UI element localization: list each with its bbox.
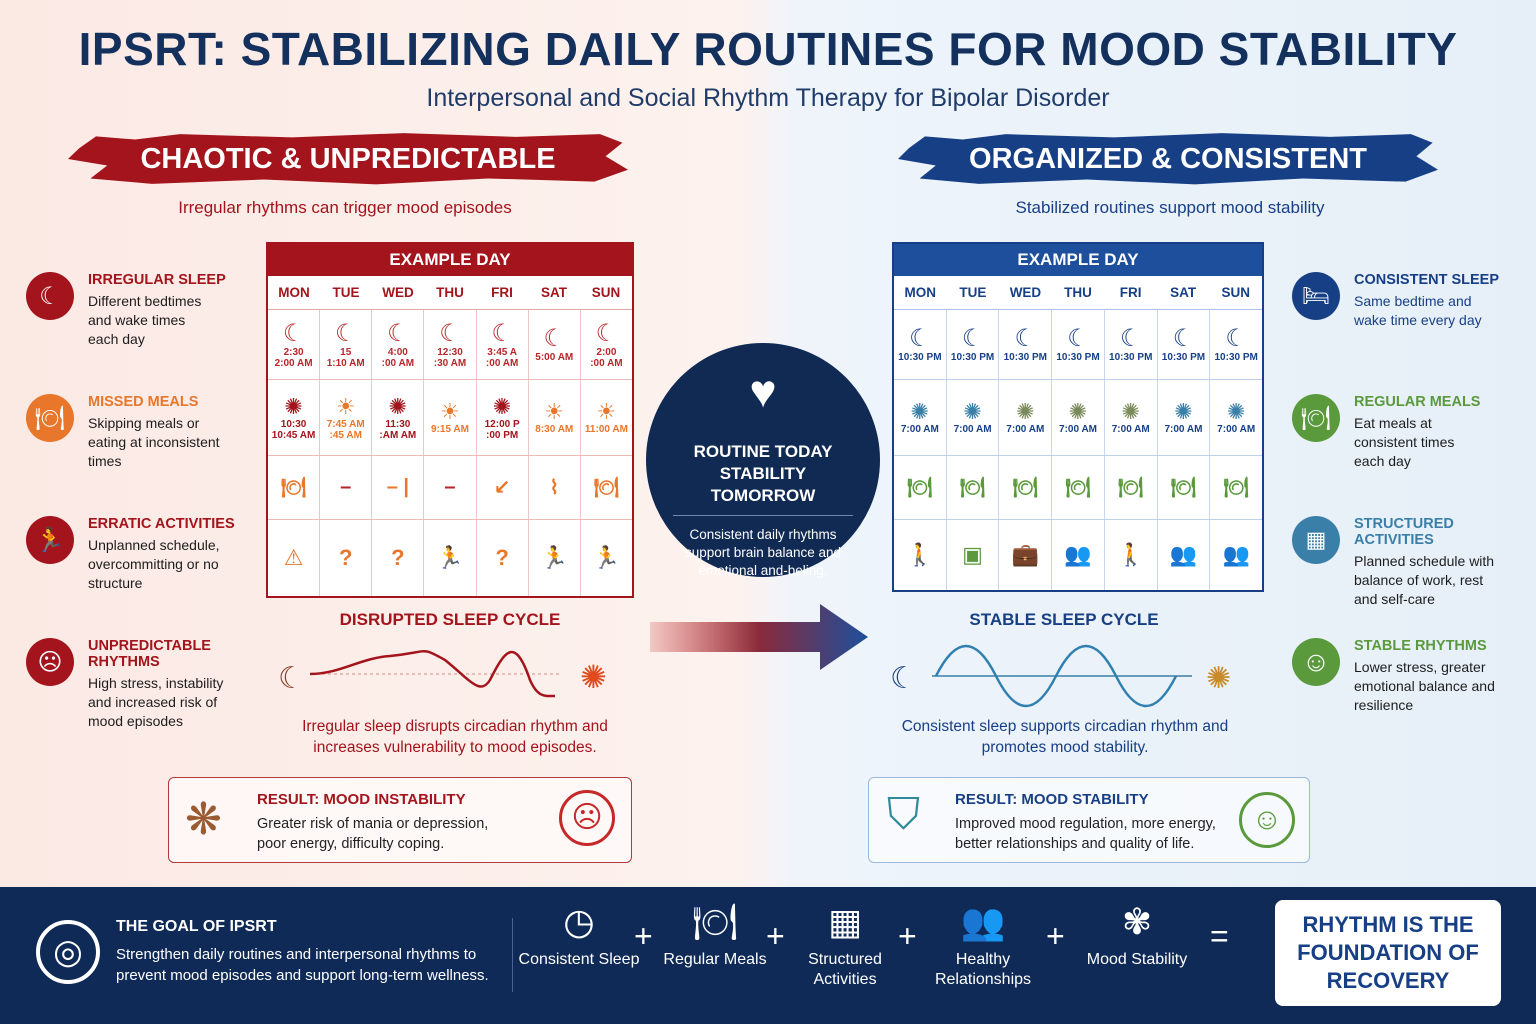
sad-face-icon: ☹ bbox=[559, 790, 615, 846]
transition-arrow bbox=[650, 604, 868, 670]
smiley-icon: ☺ bbox=[1292, 638, 1340, 686]
consistent-sleep-item: 🛏 CONSISTENT SLEEP Same bedtime and wake … bbox=[1292, 272, 1522, 330]
sleep-row: ☾ 2:30 2:00 AM ☾ 15 1:10 AM ☾ 4:00 :00 AM ☾… bbox=[268, 310, 632, 380]
center-circle: ♥ ROUTINE TODAY STABILITY TOMORROW Consi… bbox=[646, 343, 880, 578]
disrupted-note: Irregular sleep disrupts circadian rhyth… bbox=[302, 718, 608, 756]
plus-sign: + bbox=[634, 918, 653, 954]
chaotic-banner: CHAOTIC & UNPREDICTABLE bbox=[68, 133, 628, 185]
consistent-calendar: EXAMPLE DAY MON TUE WED THU FRI SAT SUN ☾ 10:30… bbox=[892, 242, 1264, 592]
calendar-days: MON TUE WED THU FRI SAT SUN bbox=[268, 276, 632, 310]
footer-structured-activities: ▦ Structured Activities bbox=[780, 900, 910, 990]
calendar-title: EXAMPLE DAY bbox=[894, 244, 1262, 276]
wake-row: ✺ 7:00 AM ✺ 7:00 AM ✺ 7:00 AM ✺ 7:00 AM ✺ 7:0… bbox=[894, 380, 1262, 456]
target-icon: ◎ bbox=[36, 920, 100, 984]
goal-desc: Strengthen daily routines and interperso… bbox=[116, 946, 489, 984]
goal-title: THE GOAL OF IPSRT bbox=[116, 918, 277, 935]
plate-icon: 🍽 bbox=[1105, 456, 1158, 519]
wake-row: ✺ 10:30 10:45 AM ☀ 7:45 AM :45 AM ✺ 11:30 :… bbox=[268, 380, 632, 456]
stability-result-box: ⛉ RESULT: MOOD STABILITY Improved mood r… bbox=[868, 777, 1310, 863]
stressed-face-icon: ☹ bbox=[26, 638, 74, 686]
irregular-sleep-item: ☾ IRREGULAR SLEEP Different bedtimes and … bbox=[26, 272, 286, 349]
disrupted-cycle-title: DISRUPTED SLEEP CYCLE bbox=[339, 610, 561, 629]
center-desc: Consistent daily rhythms support brain b… bbox=[684, 527, 842, 578]
footer-regular-meals: 🍽 Regular Meals bbox=[650, 900, 780, 970]
bed-icon: 🛏 bbox=[1292, 272, 1340, 320]
stable-sleep-wave: ☾ ✺ bbox=[890, 644, 1231, 708]
stable-note: Consistent sleep supports circadian rhyt… bbox=[901, 718, 1229, 756]
chaotic-calendar: EXAMPLE DAY MON TUE WED THU FRI SAT SUN ☾ 2:30 … bbox=[266, 242, 634, 598]
structured-activities-item: ▦ STRUCTURED ACTIVITIES Planned schedule … bbox=[1292, 516, 1528, 609]
foundation-badge: RHYTHM IS THE FOUNDATION OF RECOVERY bbox=[1275, 900, 1501, 1006]
meals-row: 🍽 🍽 🍽 🍽 🍽 🍽 🍽 bbox=[894, 456, 1262, 520]
stable-cycle-title: STABLE SLEEP CYCLE bbox=[969, 610, 1159, 629]
plate-icon: 🍽 bbox=[692, 901, 738, 942]
plate-icon: 🍽 bbox=[1052, 456, 1105, 519]
plate-icon: 🍽 bbox=[1158, 456, 1211, 519]
stable-rhythms-item: ☺ STABLE RHYTHMS Lower stress, greater em… bbox=[1292, 638, 1522, 715]
footer-divider bbox=[512, 918, 513, 992]
plate-icon: 🍽 bbox=[1223, 477, 1249, 499]
plate-icon: 🍽 bbox=[947, 456, 1000, 519]
plus-sign: + bbox=[1046, 918, 1065, 954]
moon-icon: ☾ bbox=[26, 272, 74, 320]
clock-icon: ◷ bbox=[563, 901, 595, 942]
calendar-title: EXAMPLE DAY bbox=[268, 244, 632, 276]
disrupted-sleep-wave: ☾ ✺ bbox=[278, 650, 607, 698]
shield-check-icon: ⛉ bbox=[887, 790, 920, 839]
footer-healthy-relationships: 👥 Healthy Relationships bbox=[918, 900, 1048, 990]
instability-result-box: ❋ RESULT: MOOD INSTABILITY Greater risk … bbox=[168, 777, 632, 863]
page-title: IPSRT: STABILIZING DAILY ROUTINES FOR MO… bbox=[78, 23, 1458, 75]
center-title: ROUTINE TODAY STABILITY TOMORROW bbox=[673, 441, 853, 516]
footer-mood-stability: ✾ Mood Stability bbox=[1072, 900, 1202, 970]
plate-icon: 🍽 bbox=[26, 394, 74, 442]
sun-icon: ✺ bbox=[1206, 662, 1231, 695]
plate-icon: 🍽 bbox=[1292, 394, 1340, 442]
happy-face-icon: ☺ bbox=[1239, 792, 1295, 848]
erratic-activities-item: 🏃 ERRATIC ACTIVITIES Unplanned schedule, … bbox=[26, 516, 286, 593]
footer-consistent-sleep: ◷ Consistent Sleep bbox=[514, 900, 644, 970]
moon-icon: ☾ bbox=[890, 662, 917, 695]
brain-heart-icon: ♥ bbox=[749, 365, 777, 417]
sleep-row: ☾ 10:30 PM ☾ 10:30 PM ☾ 10:30 PM ☾ 10:30 PM … bbox=[894, 310, 1262, 380]
unpredictable-rhythms-item: ☹ UNPREDICTABLE RHYTHMS High stress, inst… bbox=[26, 638, 286, 731]
plus-sign: + bbox=[766, 918, 785, 954]
calendar-icon: ▦ bbox=[827, 901, 862, 942]
calendar-days: MON TUE WED THU FRI SAT SUN bbox=[894, 276, 1262, 310]
equals-sign: = bbox=[1210, 918, 1229, 954]
sun-icon: ✺ bbox=[580, 659, 607, 695]
activities-row: 🚶 ▣ 💼 👥 🚶 👥 👥 bbox=[894, 520, 1262, 590]
runner-icon: 🏃 bbox=[26, 516, 74, 564]
meals-row: 🍽 – – | – ↙ ⌇ 🍽 bbox=[268, 456, 632, 520]
organized-banner: ORGANIZED & CONSISTENT bbox=[898, 133, 1438, 185]
plate-icon: 🍽 bbox=[999, 456, 1053, 519]
calendar-icon: ▦ bbox=[1292, 516, 1340, 564]
page-subtitle: Interpersonal and Social Rhythm Therapy … bbox=[426, 84, 1110, 112]
regular-meals-item: 🍽 REGULAR MEALS Eat meals at consistent t… bbox=[1292, 394, 1522, 471]
brain-icon: ✾ bbox=[1121, 901, 1153, 942]
moon-icon: ☾ bbox=[278, 662, 305, 695]
organized-lead: Stabilized routines support mood stabili… bbox=[1015, 198, 1325, 217]
activities-row: ⚠ ? ? 🏃 ? 🏃 🏃 bbox=[268, 520, 632, 596]
plus-sign: + bbox=[898, 918, 917, 954]
tangle-icon: ❋ bbox=[185, 795, 222, 844]
chaotic-lead: Irregular rhythms can trigger mood episo… bbox=[178, 198, 512, 217]
people-icon: 👥 bbox=[960, 901, 1006, 942]
plate-icon: 🍽 bbox=[894, 456, 947, 519]
missed-meals-item: 🍽 MISSED MEALS Skipping meals or eating a… bbox=[26, 394, 286, 471]
